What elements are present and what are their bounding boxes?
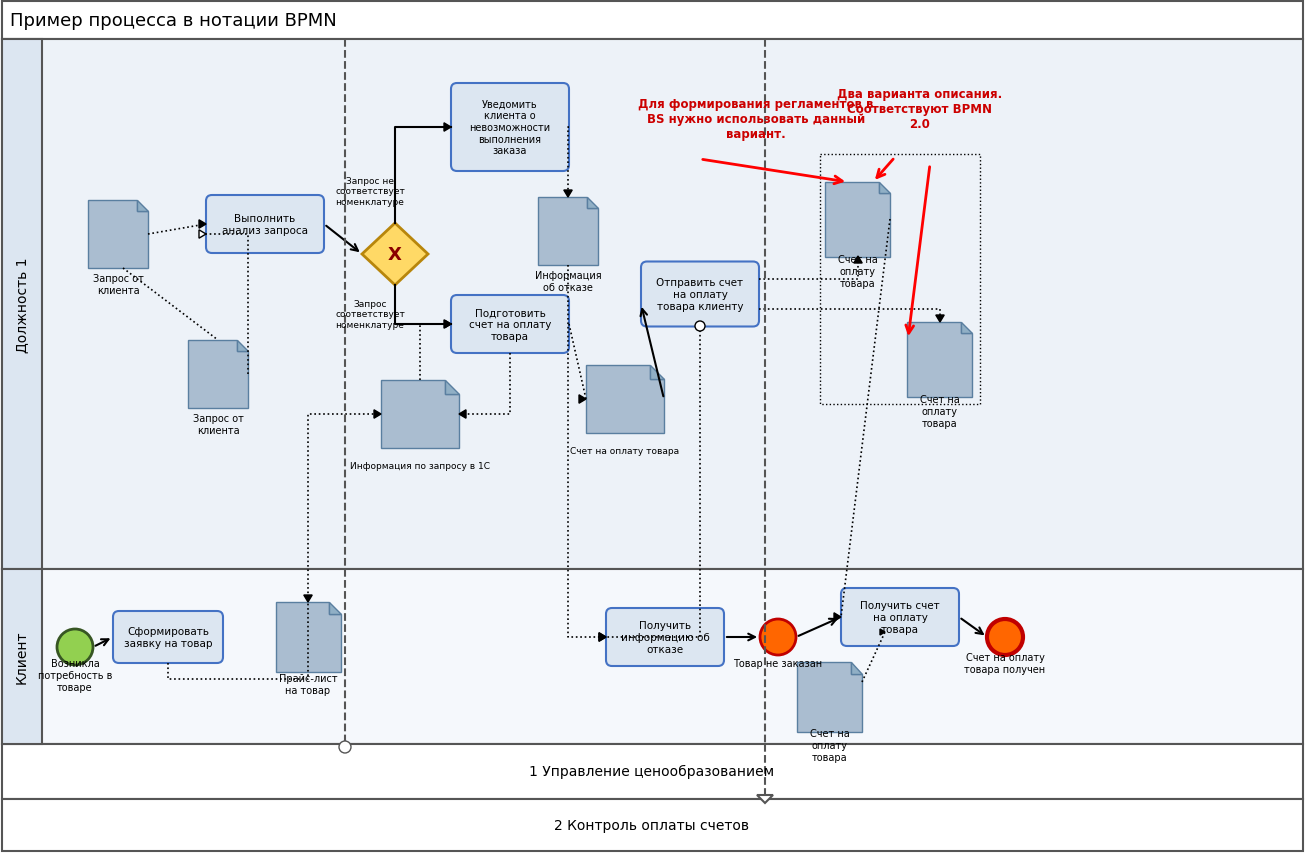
FancyBboxPatch shape [114,612,223,664]
Polygon shape [275,602,341,672]
FancyBboxPatch shape [840,589,959,647]
Polygon shape [538,198,598,265]
FancyBboxPatch shape [206,196,324,253]
Text: Запрос
соответствует
номенклатуре: Запрос соответствует номенклатуре [335,299,405,329]
Text: Информация по запросу в 1С: Информация по запросу в 1С [350,462,489,471]
Polygon shape [459,410,466,419]
Polygon shape [579,395,586,403]
Circle shape [987,619,1023,655]
Polygon shape [880,630,885,635]
Text: Получить счет
на оплату
товара: Получить счет на оплату товара [860,601,940,634]
Bar [3,744,1302,799]
Text: Сформировать
заявку на товар: Сформировать заявку на товар [124,626,213,648]
Polygon shape [444,124,452,132]
Text: Пример процесса в нотации BPMN: Пример процесса в нотации BPMN [10,12,337,30]
Text: Запрос не
соответствует
номенклатуре: Запрос не соответствует номенклатуре [335,177,405,206]
Bar [3,569,42,744]
Text: Счет на
оплату
товара: Счет на оплату товара [810,728,850,762]
Text: Получить
информацию об
отказе: Получить информацию об отказе [621,621,710,654]
Text: Клиент: Клиент [14,630,29,683]
Bar [3,40,42,569]
Bar [3,40,1302,569]
Polygon shape [834,613,840,622]
Polygon shape [238,340,248,351]
Polygon shape [198,230,206,239]
Polygon shape [445,380,459,395]
FancyBboxPatch shape [452,84,569,171]
Polygon shape [87,200,147,269]
Polygon shape [587,198,598,208]
Text: Запрос от
клиента: Запрос от клиента [193,414,244,435]
Text: 2 Контроль оплаты счетов: 2 Контроль оплаты счетов [555,818,749,832]
Polygon shape [445,321,452,328]
Text: Счет на
оплату
товара: Счет на оплату товара [920,395,960,428]
Text: Должность 1: Должность 1 [14,257,29,352]
Circle shape [339,741,351,753]
Polygon shape [198,221,206,229]
FancyBboxPatch shape [452,296,569,354]
Text: Счет на оплату
товара получен: Счет на оплату товара получен [964,653,1045,674]
Text: Для формирования регламентов в
BS нужно использовать данный
вариант.: Для формирования регламентов в BS нужно … [638,98,873,141]
Text: Счет на оплату товара: Счет на оплату товара [570,447,680,456]
Polygon shape [375,410,381,419]
Polygon shape [599,633,606,641]
Polygon shape [797,662,863,732]
Text: Товар не заказан: Товар не заказан [733,659,822,668]
Bar [3,2,1302,40]
Polygon shape [444,321,452,328]
Text: Возникла
потребность в
товаре: Возникла потребность в товаре [38,659,112,692]
Circle shape [57,630,93,665]
Polygon shape [907,322,972,397]
Bar [3,569,1302,744]
Polygon shape [586,366,664,433]
Polygon shape [137,200,147,212]
Polygon shape [853,257,863,264]
FancyBboxPatch shape [606,608,724,666]
Polygon shape [650,366,664,380]
FancyBboxPatch shape [641,262,760,327]
Polygon shape [960,322,972,334]
Text: Запрос от
клиента: Запрос от клиента [93,274,144,295]
Polygon shape [599,633,606,641]
Polygon shape [361,223,428,286]
Polygon shape [826,183,890,258]
Polygon shape [757,795,773,803]
Text: X: X [388,246,402,264]
Bar [820,154,980,404]
Polygon shape [564,191,572,198]
Polygon shape [936,316,945,322]
Text: Два варианта описания.
Соответствуют BPMN
2.0: Два варианта описания. Соответствуют BPM… [838,88,1002,131]
Text: Счет на
оплату
товара: Счет на оплату товара [838,255,878,288]
Polygon shape [188,340,248,409]
Text: Прайс-лист
на товар: Прайс-лист на товар [279,673,337,695]
Text: Отправить счет
на оплату
товара клиенту: Отправить счет на оплату товара клиенту [656,278,744,311]
Polygon shape [878,183,890,194]
Text: Выполнить
анализ запроса: Выполнить анализ запроса [222,214,308,235]
Bar [3,799,1302,851]
Text: 1 Управление ценообразованием: 1 Управление ценообразованием [530,764,775,778]
Circle shape [760,619,796,655]
Circle shape [696,322,705,332]
Polygon shape [381,380,459,449]
Polygon shape [304,595,312,602]
Polygon shape [851,662,863,674]
Polygon shape [329,602,341,614]
Text: Подготовить
счет на оплату
товара: Подготовить счет на оплату товара [468,308,551,341]
Text: Уведомить
клиента о
невозможности
выполнения
заказа: Уведомить клиента о невозможности выполн… [470,100,551,156]
Text: Информация
об отказе: Информация об отказе [535,271,602,293]
